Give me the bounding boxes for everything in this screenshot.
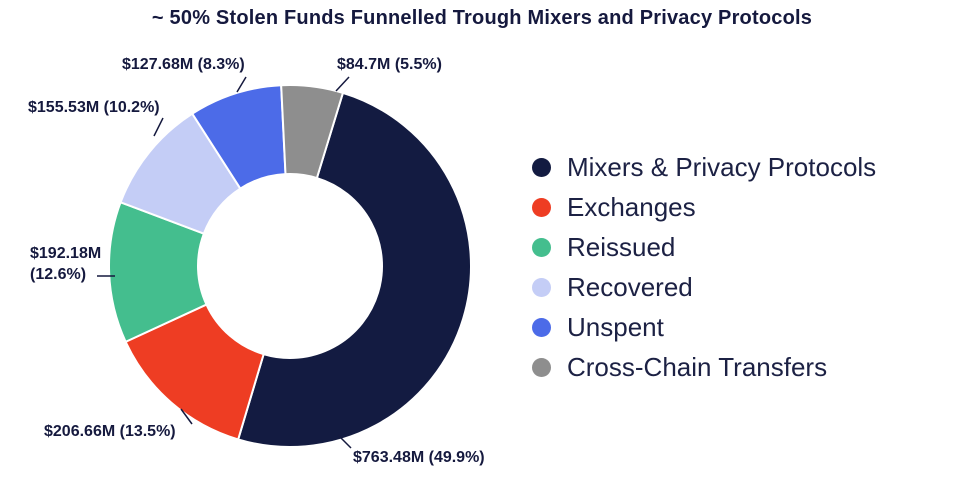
legend-item-cross-chain-transfers: Cross-Chain Transfers <box>532 352 876 382</box>
leader-line <box>337 434 352 449</box>
legend-dot <box>532 237 551 257</box>
leader-line <box>153 117 164 137</box>
legend-label: Reissued <box>567 231 676 262</box>
donut-slice-cross-chain-transfers <box>280 84 345 180</box>
leader-line <box>335 76 350 92</box>
legend-label: Recovered <box>567 271 693 302</box>
legend-dot <box>532 157 551 177</box>
donut-slice-mixers-privacy-protocols <box>236 91 472 448</box>
legend-dot <box>532 357 551 377</box>
legend-item-mixers-privacy-protocols: Mixers & Privacy Protocols <box>532 152 876 182</box>
legend-dot <box>532 197 551 217</box>
legend-dot <box>532 317 551 337</box>
legend-item-unspent: Unspent <box>532 312 876 342</box>
leader-line <box>180 408 193 425</box>
legend-dot <box>532 277 551 297</box>
legend-label: Exchanges <box>567 191 696 222</box>
legend-label: Cross-Chain Transfers <box>567 351 828 382</box>
chart-title: ~ 50% Stolen Funds Funnelled Trough Mixe… <box>151 7 813 29</box>
leader-line <box>236 76 247 93</box>
legend-label: Mixers & Privacy Protocols <box>567 151 877 182</box>
legend-label: Unspent <box>567 311 664 342</box>
legend: Mixers & Privacy Protocols Exchanges Rei… <box>532 152 876 382</box>
legend-item-recovered: Recovered <box>532 272 876 302</box>
legend-item-reissued: Reissued <box>532 232 876 262</box>
legend-item-exchanges: Exchanges <box>532 192 876 222</box>
